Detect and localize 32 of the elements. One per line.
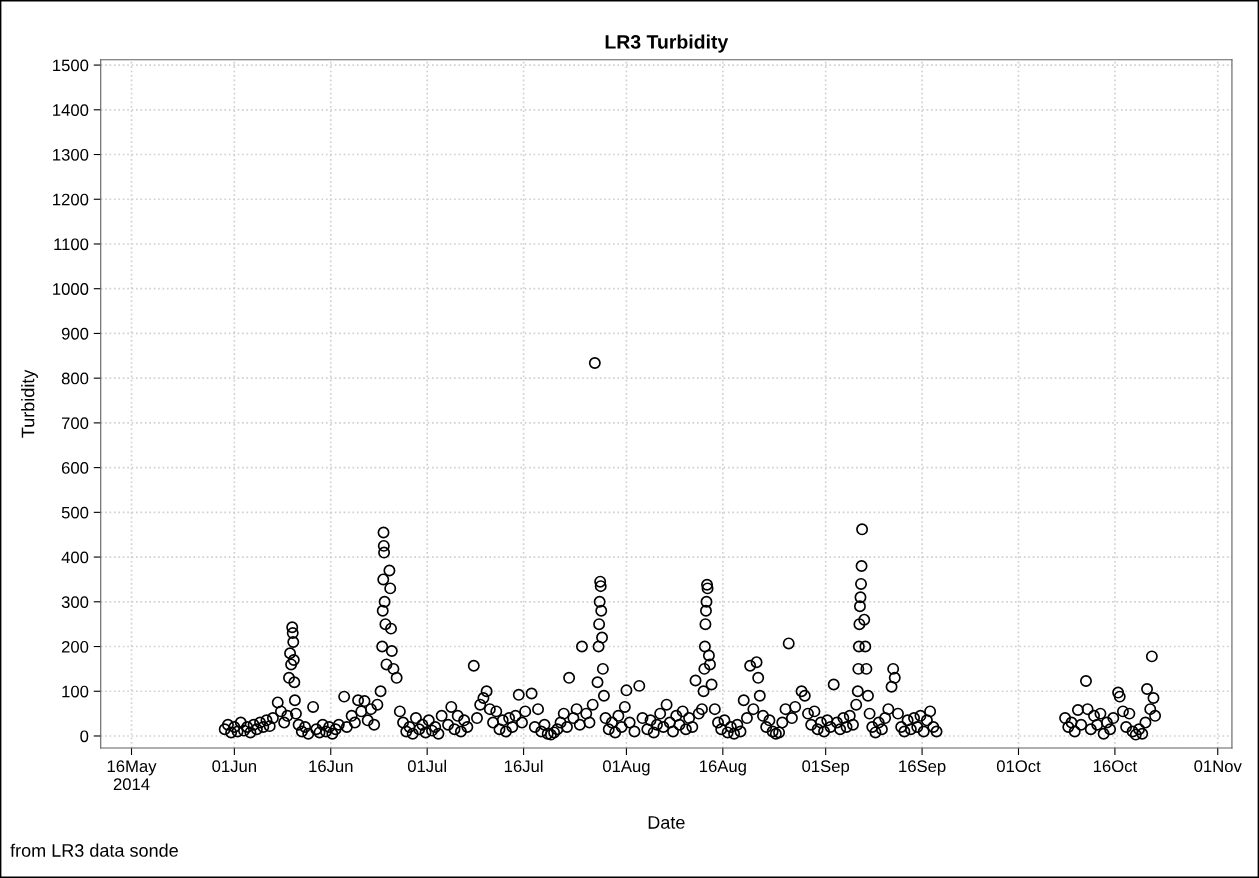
y-tick-label: 1400 bbox=[53, 104, 89, 116]
y-tick-label: 1300 bbox=[53, 148, 89, 161]
y-axis-title: Turbidity bbox=[21, 369, 38, 438]
y-tick-label: 500 bbox=[61, 506, 89, 519]
x-tick-label: 01Jul bbox=[407, 759, 446, 773]
y-tick-label: 200 bbox=[61, 640, 89, 653]
y-tick-label: 900 bbox=[61, 327, 89, 340]
x-tick-label: 01Sep bbox=[802, 760, 850, 776]
y-tick-label: 1100 bbox=[54, 238, 89, 251]
y-tick-label: 400 bbox=[61, 551, 89, 564]
text: from LR3 data sonde bbox=[10, 843, 178, 857]
y-tick-label: 800 bbox=[61, 372, 89, 385]
x-tick-label: 16Sep bbox=[899, 760, 946, 776]
y-tick-label: 0 bbox=[80, 730, 89, 743]
x-tick-label: 01Jun bbox=[212, 760, 256, 773]
x-tick-label: 16Jun bbox=[309, 760, 353, 773]
y-tick-label: 1000 bbox=[53, 283, 89, 295]
x-axis-title: Date bbox=[648, 816, 685, 829]
y-tick-label: 1500 bbox=[53, 59, 89, 72]
y-tick-label: 100 bbox=[62, 685, 89, 698]
chart-title: LR3 Turbidity bbox=[605, 34, 729, 53]
y-tick-label: 1200 bbox=[53, 193, 89, 206]
x-tick-label: 16Aug bbox=[700, 760, 746, 776]
x-tick-label: 16Jul bbox=[504, 759, 543, 773]
x-tick-label: 16May 2014 bbox=[107, 760, 157, 791]
y-tick-label: 700 bbox=[61, 417, 89, 430]
x-tick-label: 16Oct bbox=[1093, 760, 1138, 773]
x-tick-label: 01Oct bbox=[996, 760, 1041, 773]
y-tick-label: 300 bbox=[61, 596, 89, 608]
x-tick-label: 01Aug bbox=[602, 760, 650, 776]
y-tick-label: 600 bbox=[61, 462, 89, 474]
x-tick-label: 01Nov bbox=[1194, 760, 1242, 773]
